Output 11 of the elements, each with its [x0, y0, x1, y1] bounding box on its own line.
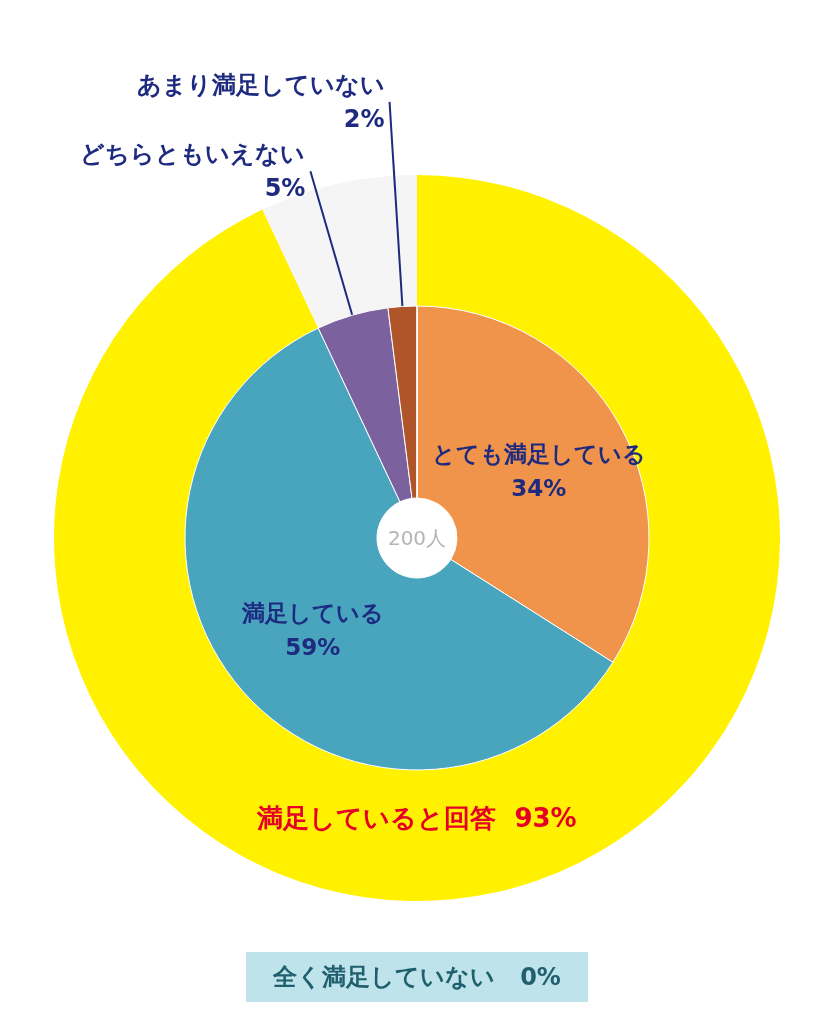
data-label: 34%	[511, 475, 567, 502]
data-label: 5%	[264, 174, 306, 203]
data-label: 2%	[343, 104, 385, 133]
slice-label: どちらともいえない	[80, 140, 306, 169]
slice-label: あまり満足していない	[136, 70, 385, 99]
slice-label: とても満足している	[431, 441, 646, 468]
text: 200人	[387, 526, 447, 550]
data-label: 59%	[285, 633, 341, 660]
slice-label: 満足している	[240, 599, 384, 626]
slice-label: 満足していると回答 93%	[256, 803, 577, 833]
category-label: 全く満足していない 0%	[273, 963, 561, 991]
